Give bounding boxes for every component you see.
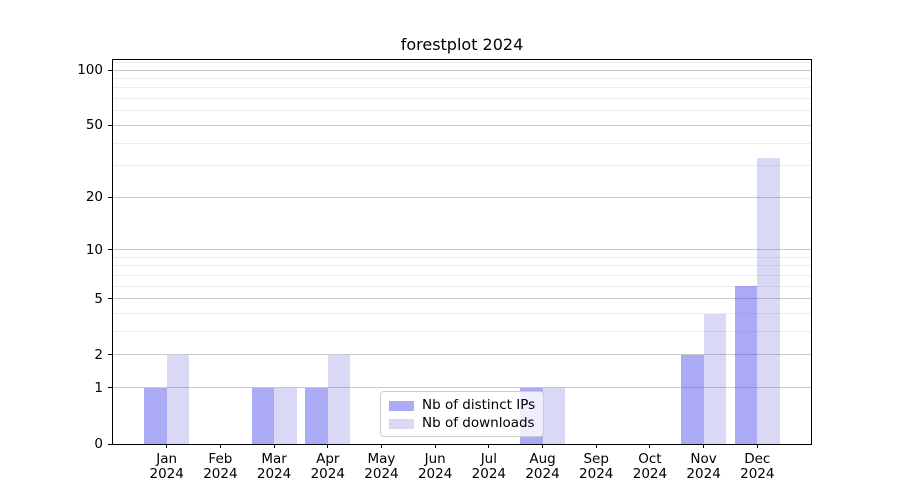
y-tick-mark bbox=[108, 249, 112, 251]
gridline-minor bbox=[113, 313, 811, 315]
gridline-major bbox=[113, 249, 811, 251]
y-tick-mark bbox=[108, 196, 112, 198]
gridline-minor bbox=[113, 87, 811, 89]
y-tick-mark bbox=[108, 354, 112, 356]
bar-downloads-apr bbox=[327, 354, 351, 444]
bar-distinct-ips-mar bbox=[251, 387, 275, 444]
x-tick-mark bbox=[273, 444, 275, 448]
y-tick-label: 10 bbox=[85, 241, 103, 258]
y-tick-mark bbox=[108, 298, 112, 300]
gridline-major bbox=[113, 354, 811, 356]
y-tick-label: 0 bbox=[94, 436, 103, 452]
gridline-minor bbox=[113, 331, 811, 333]
x-tick-mark bbox=[542, 444, 544, 448]
gridline-minor bbox=[113, 265, 811, 267]
legend-item-distinct-ips: Nb of distinct IPs bbox=[389, 397, 535, 414]
gridline-minor bbox=[113, 110, 811, 112]
x-tick-mark bbox=[756, 444, 758, 448]
x-tick-label: Sep 2024 bbox=[579, 451, 614, 482]
bar-downloads-dec bbox=[757, 158, 780, 444]
x-tick-label: Apr 2024 bbox=[310, 451, 345, 482]
legend-swatch-downloads bbox=[389, 418, 414, 429]
gridline-minor bbox=[113, 77, 811, 79]
gridline-major bbox=[113, 298, 811, 300]
bar-downloads-jan bbox=[166, 354, 190, 444]
x-tick-mark bbox=[488, 444, 490, 448]
x-tick-label: Jan 2024 bbox=[149, 451, 184, 482]
y-tick-mark bbox=[108, 69, 112, 71]
y-tick-mark bbox=[108, 124, 112, 126]
x-tick-label: Nov 2024 bbox=[686, 451, 721, 482]
y-tick-label: 20 bbox=[85, 189, 103, 206]
bar-distinct-ips-apr bbox=[305, 387, 328, 444]
y-tick-label: 5 bbox=[94, 290, 103, 307]
x-tick-label: Aug 2024 bbox=[525, 451, 560, 482]
gridline-minor bbox=[113, 142, 811, 144]
y-tick-label: 50 bbox=[85, 117, 103, 134]
y-tick-label: 2 bbox=[94, 346, 103, 363]
gridline-minor bbox=[113, 61, 811, 63]
bar-distinct-ips-dec bbox=[734, 286, 758, 444]
y-tick-mark bbox=[108, 443, 112, 445]
plot-area: Nb of distinct IPs Nb of downloads 0 1 2 5 1… bbox=[77, 59, 812, 481]
gridline-major bbox=[113, 69, 811, 71]
axis-spine-bottom bbox=[113, 444, 811, 445]
legend-item-downloads: Nb of downloads bbox=[389, 415, 535, 432]
x-tick-mark bbox=[219, 444, 221, 448]
x-tick-mark bbox=[649, 444, 651, 448]
gridline-minor bbox=[113, 274, 811, 276]
gridline-major bbox=[113, 196, 811, 198]
x-tick-label: Dec 2024 bbox=[740, 451, 775, 482]
x-tick-label: Jun 2024 bbox=[417, 451, 453, 482]
x-tick-mark bbox=[327, 444, 329, 448]
x-tick-label: Oct 2024 bbox=[632, 451, 668, 482]
x-tick-mark bbox=[166, 444, 168, 448]
x-tick-mark bbox=[595, 444, 597, 448]
bar-downloads-aug bbox=[542, 387, 566, 444]
bar-distinct-ips-nov bbox=[681, 354, 704, 444]
y-tick-label: 1 bbox=[94, 379, 103, 396]
gridline-major bbox=[113, 124, 811, 126]
y-tick-mark bbox=[108, 387, 112, 389]
x-tick-mark bbox=[703, 444, 705, 448]
bar-downloads-mar bbox=[274, 387, 297, 444]
x-tick-mark bbox=[434, 444, 436, 448]
gridline-minor bbox=[113, 98, 811, 100]
x-tick-label: May 2024 bbox=[364, 451, 399, 482]
legend-label-distinct-ips: Nb of distinct IPs bbox=[422, 397, 536, 413]
axis-spine-right bbox=[811, 59, 812, 445]
legend-label-downloads: Nb of downloads bbox=[422, 415, 535, 431]
chart-title: forestplot 2024 bbox=[400, 35, 524, 54]
y-tick-label: 100 bbox=[77, 62, 103, 78]
gridline-major bbox=[113, 387, 811, 389]
x-tick-label: Jul 2024 bbox=[471, 451, 507, 482]
x-tick-label: Feb 2024 bbox=[203, 451, 238, 482]
gridline-minor bbox=[113, 165, 811, 167]
x-tick-mark bbox=[380, 444, 382, 448]
gridline-minor bbox=[113, 256, 811, 258]
axis-spine-left bbox=[112, 59, 113, 445]
bar-distinct-ips-jan bbox=[144, 387, 167, 444]
bar-downloads-nov bbox=[703, 313, 727, 444]
x-tick-label: Mar 2024 bbox=[256, 451, 292, 482]
legend-swatch-distinct-ips bbox=[389, 400, 414, 411]
axis-spine-top bbox=[113, 59, 811, 60]
legend: Nb of distinct IPs Nb of downloads bbox=[380, 391, 544, 437]
gridline-minor bbox=[113, 285, 811, 287]
